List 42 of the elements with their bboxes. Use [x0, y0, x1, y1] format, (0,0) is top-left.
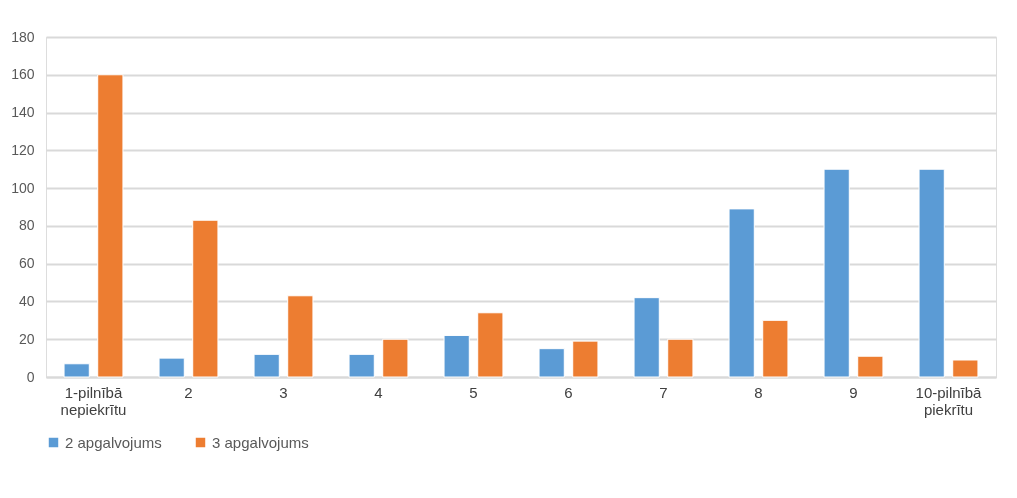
legend-label: 2 apgalvojums: [65, 433, 162, 451]
bar: [667, 338, 694, 378]
x-tick-label: 2: [184, 383, 193, 401]
y-tick-label: 140: [11, 104, 35, 121]
bar: [762, 319, 789, 378]
x-tick-label: 6: [564, 383, 573, 401]
bar: [477, 312, 504, 378]
y-tick-label: 180: [11, 28, 35, 45]
y-tick-label: 40: [18, 292, 35, 309]
x-tick-label: 10-pilnībā piekrītu: [915, 383, 983, 418]
y-tick-label: 120: [11, 141, 35, 158]
bar: [952, 359, 979, 378]
x-tick-label: 1-pilnībā nepiekrītu: [60, 383, 127, 418]
x-tick-label: 3: [279, 383, 288, 401]
x-tick-label: 8: [754, 383, 763, 401]
x-tick-label: 9: [849, 383, 858, 401]
bar: [287, 295, 314, 378]
bar: [97, 74, 124, 378]
x-tick-label: 4: [374, 383, 383, 401]
y-tick-label: 60: [18, 255, 35, 272]
y-tick-label: 0: [26, 368, 35, 385]
y-tick-label: 100: [11, 179, 35, 196]
bar: [857, 355, 884, 378]
y-tick-label: 80: [18, 217, 35, 234]
bar: [253, 353, 280, 378]
y-tick-label: 160: [11, 66, 35, 83]
bar: [348, 353, 375, 378]
bar: [728, 208, 755, 378]
bar: [192, 219, 219, 378]
y-tick-label: 20: [18, 330, 35, 347]
bar: [823, 168, 850, 378]
bar: [538, 348, 565, 378]
bar: [572, 340, 599, 378]
bar: [63, 363, 90, 378]
bar: [382, 338, 409, 378]
bar: [158, 357, 185, 378]
bar: [633, 297, 660, 378]
bar: [918, 168, 945, 378]
x-tick-label: 5: [469, 383, 478, 401]
bar: [443, 334, 470, 378]
legend-label: 3 apgalvojums: [212, 433, 309, 451]
x-tick-label: 7: [659, 383, 668, 401]
